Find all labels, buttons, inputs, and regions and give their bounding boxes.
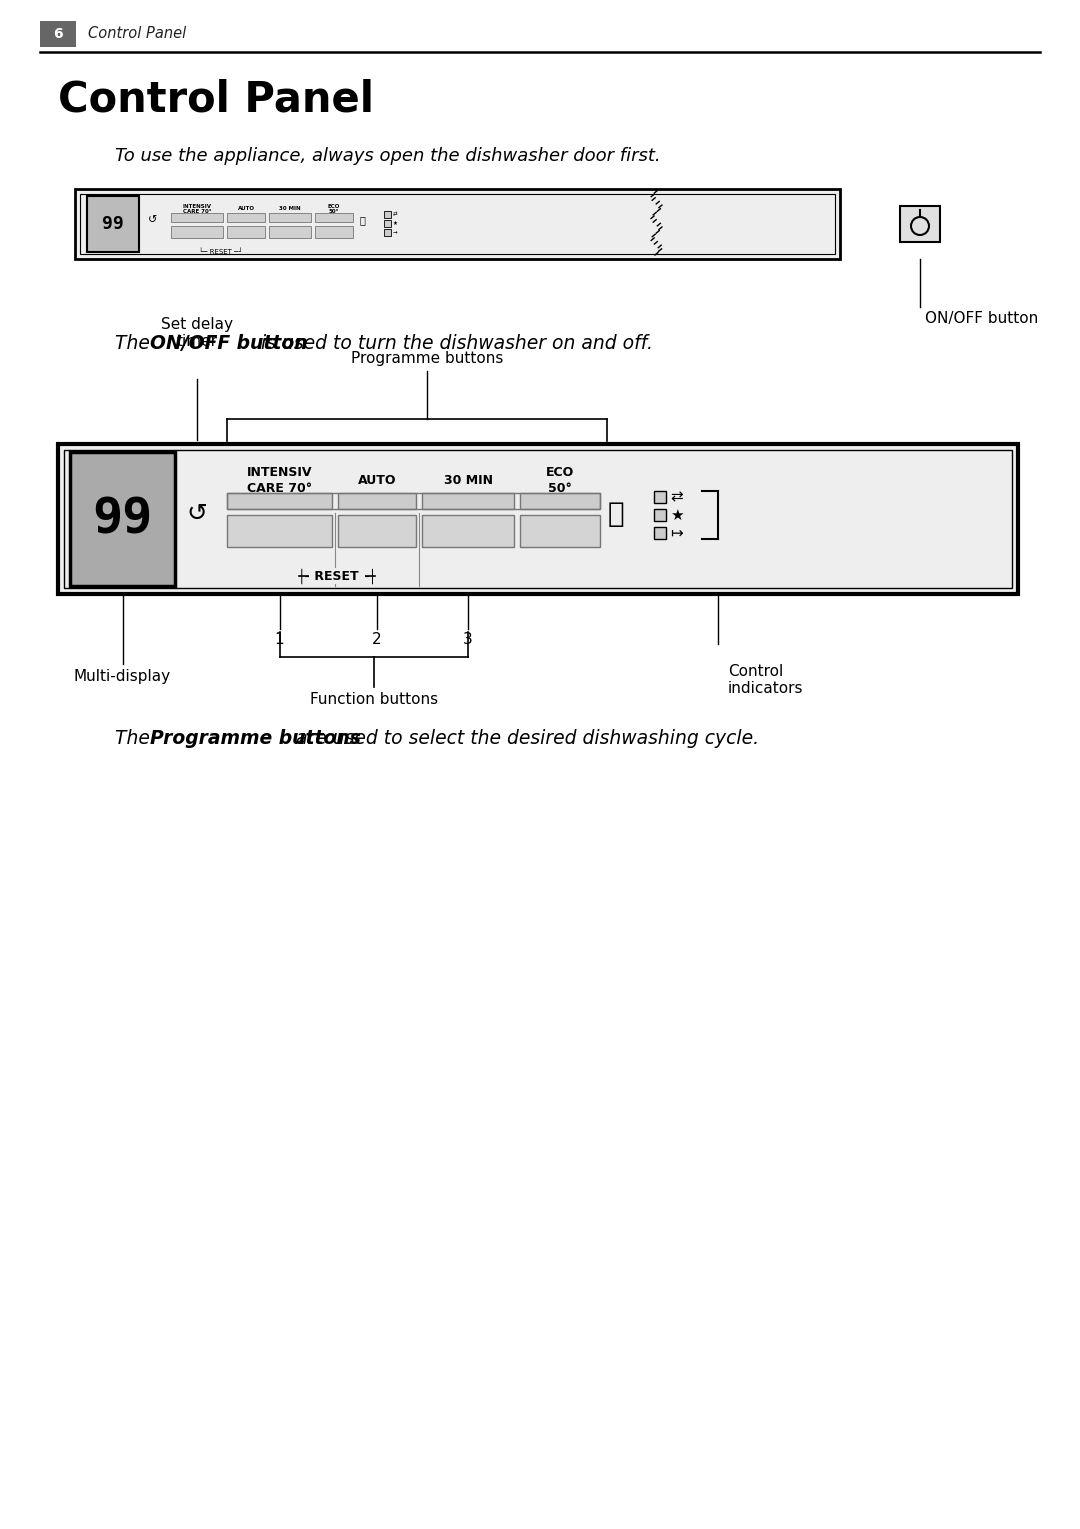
Text: The: The	[114, 333, 156, 353]
Text: ↺: ↺	[187, 502, 207, 526]
Text: Control
indicators: Control indicators	[728, 664, 804, 696]
Text: 6: 6	[53, 28, 63, 41]
Text: ↦: ↦	[670, 526, 683, 540]
Text: 30 MIN: 30 MIN	[444, 474, 492, 488]
Bar	[269, 226, 311, 239]
Text: ★: ★	[670, 508, 684, 523]
Bar	[338, 515, 416, 547]
Text: └─ RESET ─┘: └─ RESET ─┘	[199, 248, 243, 255]
Text: ⧗: ⧗	[359, 216, 365, 225]
Bar	[171, 226, 222, 239]
Bar	[227, 515, 332, 547]
Text: Set delay
timer: Set delay timer	[161, 317, 233, 349]
Text: │─ RESET ─│: │─ RESET ─│	[298, 569, 376, 584]
Bar	[519, 515, 600, 547]
Text: ECO
50°: ECO 50°	[328, 203, 340, 214]
Text: 30 MIN: 30 MIN	[280, 206, 301, 211]
Bar	[227, 226, 265, 239]
Text: is used to turn the dishwasher on and off.: is used to turn the dishwasher on and of…	[255, 333, 653, 353]
Text: 99: 99	[103, 216, 124, 232]
Bar	[171, 213, 222, 222]
Text: ⧗: ⧗	[608, 500, 624, 528]
Bar	[227, 492, 600, 509]
Bar	[422, 515, 514, 547]
Text: To use the appliance, always open the dishwasher door first.: To use the appliance, always open the di…	[114, 147, 661, 165]
Bar	[269, 213, 311, 222]
Bar	[64, 450, 1012, 589]
Bar	[654, 528, 666, 540]
Text: Multi-display: Multi-display	[73, 670, 171, 683]
Bar	[227, 213, 265, 222]
Text: →: →	[393, 229, 397, 234]
Bar	[40, 21, 76, 47]
Text: ON/OFF button: ON/OFF button	[924, 310, 1038, 326]
Text: 99: 99	[93, 495, 152, 543]
Bar	[80, 194, 835, 254]
Bar	[315, 226, 353, 239]
Text: AUTO: AUTO	[357, 474, 396, 488]
Text: are used to select the desired dishwashing cycle.: are used to select the desired dishwashi…	[291, 729, 759, 748]
Text: 2: 2	[373, 631, 382, 647]
Text: 1: 1	[274, 631, 284, 647]
Bar	[58, 443, 1018, 593]
Text: ON/OFF button: ON/OFF button	[150, 333, 308, 353]
Bar	[75, 190, 840, 258]
Text: The: The	[114, 729, 156, 748]
Bar	[87, 196, 139, 252]
Bar	[900, 206, 940, 242]
Bar	[422, 492, 514, 509]
Bar	[384, 220, 391, 226]
Bar	[384, 229, 391, 235]
Text: ★: ★	[393, 220, 397, 225]
Text: Control Panel: Control Panel	[58, 80, 374, 121]
Bar	[519, 492, 600, 509]
Bar	[70, 453, 175, 586]
Bar	[384, 211, 391, 219]
Bar	[654, 509, 666, 521]
Text: Control Panel: Control Panel	[87, 26, 186, 41]
Text: ↺: ↺	[148, 216, 158, 225]
Text: INTENSIV
CARE 70°: INTENSIV CARE 70°	[183, 203, 212, 214]
Text: ⇄: ⇄	[670, 489, 683, 505]
Text: ECO
50°: ECO 50°	[545, 466, 575, 495]
Bar	[227, 492, 332, 509]
Text: INTENSIV
CARE 70°: INTENSIV CARE 70°	[246, 466, 312, 495]
Text: Programme buttons: Programme buttons	[150, 729, 361, 748]
Text: RESET: RESET	[311, 569, 364, 583]
Text: Programme buttons: Programme buttons	[351, 352, 503, 365]
Text: 3: 3	[463, 631, 473, 647]
Bar	[315, 213, 353, 222]
Text: ⇄: ⇄	[393, 211, 397, 217]
Text: Function buttons: Function buttons	[310, 693, 437, 706]
Bar	[338, 492, 416, 509]
Bar	[654, 491, 666, 503]
Text: AUTO: AUTO	[238, 206, 255, 211]
